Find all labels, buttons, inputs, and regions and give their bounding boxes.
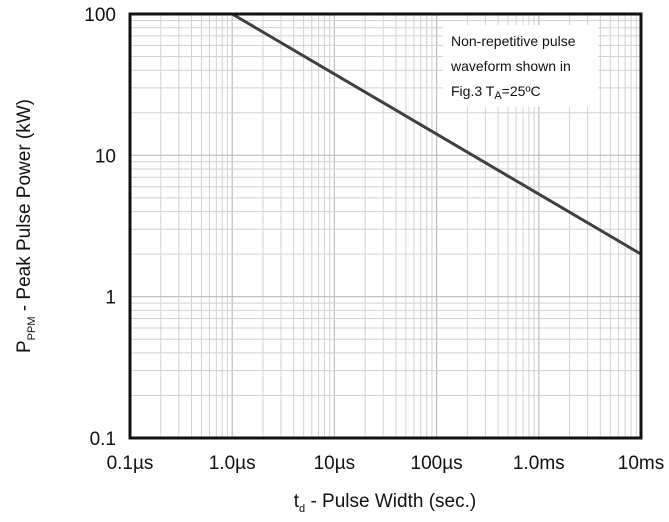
- y-axis-title-sub: PPM: [26, 316, 38, 340]
- x-tick-label: 10µs: [314, 453, 356, 474]
- y-tick-label: 1: [105, 288, 116, 309]
- x-axis-title-rest: - Pulse Width (sec.): [305, 491, 476, 512]
- x-tick-label: 1.0ms: [513, 453, 565, 474]
- x-axis-title-main: t: [294, 491, 300, 512]
- x-axis-title: td - Pulse Width (sec.): [294, 491, 476, 515]
- x-tick-label: 0.1µs: [107, 453, 154, 474]
- x-tick-label: 1.0µs: [209, 453, 256, 474]
- y-axis-title: PPPM - Peak Pulse Power (kW): [14, 99, 38, 353]
- y-tick-label: 100: [84, 5, 116, 26]
- x-axis-title-sub: d: [299, 503, 305, 515]
- x-tick-label: 100µs: [411, 453, 463, 474]
- annotation-line-1: Non-repetitive pulse: [451, 33, 576, 49]
- grid: [130, 14, 641, 438]
- annotation-box: [443, 25, 598, 107]
- y-axis-title-rest: - Peak Pulse Power (kW): [14, 99, 35, 317]
- y-axis-title-main: P: [14, 340, 35, 353]
- annotation-line-2: waveform shown in: [450, 58, 571, 74]
- annotation-line-3: Fig.3 TA=25ºC: [451, 83, 541, 102]
- annotation-line-3-sub: A: [494, 90, 502, 102]
- y-tick-label: 10: [95, 146, 116, 167]
- series-line: [231, 12, 642, 256]
- annotation-line-3-post: =25ºC: [502, 83, 541, 99]
- plot-frame: [128, 12, 643, 440]
- annotation: Non-repetitive pulse waveform shown in F…: [443, 25, 598, 107]
- x-tick-label: 10ms: [618, 453, 664, 474]
- y-tick-label: 0.1: [90, 429, 116, 450]
- series-layer: [231, 12, 642, 256]
- tick-labels: 0.1µs 1.0µs 10µs 100µs 1.0ms 10ms 0.1 1 10 100: [84, 5, 664, 474]
- annotation-line-3-pre: Fig.3 T: [451, 83, 495, 99]
